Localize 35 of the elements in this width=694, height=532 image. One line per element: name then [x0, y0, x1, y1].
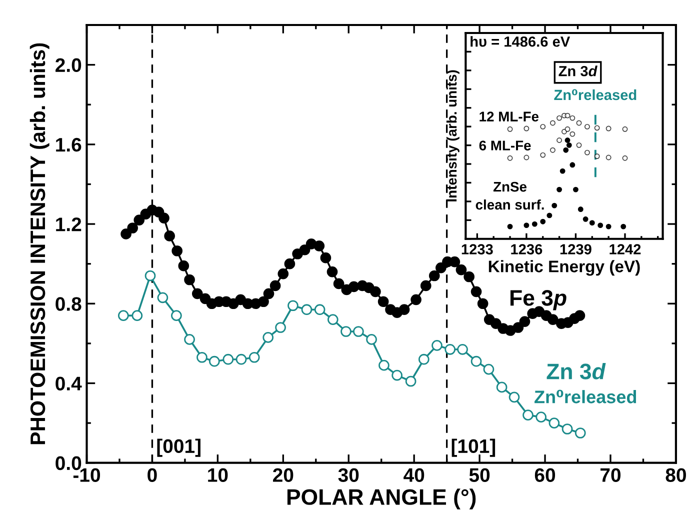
x-tick-label: 60 — [534, 468, 556, 482]
x-tick-label: 80 — [666, 468, 686, 482]
y-tick-label: 0.0 — [56, 456, 82, 470]
x-axis-title: Kinetic Energy (eV) — [488, 260, 640, 276]
y-axis-title: Intensity (arb. units) — [446, 70, 460, 202]
x-axis-title: POLAR ANGLE (°) — [287, 488, 476, 510]
y-axis-title: PHOTOEMISSION INTENSITY (arb. units) — [30, 43, 50, 444]
y-tick-label: 1.6 — [56, 138, 82, 152]
annotation: hυ = 1486.6 eV — [470, 36, 570, 47]
x-tick-label: 1233 — [462, 244, 493, 254]
series-label: Fe 3p — [510, 290, 566, 310]
x-tick-label: 70 — [600, 468, 621, 482]
legend-label: ZnSe clean surf. — [476, 182, 544, 210]
annotation: [101] — [452, 438, 496, 457]
x-tick-label: 30 — [338, 468, 359, 482]
x-tick-label: 0 — [148, 468, 157, 482]
x-tick-label: 1239 — [560, 244, 592, 254]
y-tick-label: 2.0 — [56, 58, 82, 72]
y-tick-label: 0.4 — [56, 376, 82, 390]
x-tick-label: 40 — [404, 468, 424, 482]
annotation: Zn 3d — [558, 66, 598, 76]
legend-label: 6 ML-Fe — [479, 140, 531, 150]
ref-line-label: Zn⁰released — [554, 89, 636, 100]
y-tick-label: 0.8 — [56, 297, 82, 311]
x-tick-label: 50 — [469, 468, 490, 482]
legend-label: 12 ML-Fe — [480, 112, 539, 122]
x-tick-label: 10 — [208, 468, 228, 482]
x-tick-label: -10 — [73, 468, 100, 482]
annotation: [001] — [157, 438, 200, 457]
series-label: Zn 3d — [546, 363, 606, 380]
x-tick-label: 1242 — [610, 244, 641, 254]
annotation: Zn⁰released — [534, 390, 636, 404]
x-tick-label: 20 — [273, 468, 294, 482]
x-tick-label: 1236 — [511, 244, 542, 254]
y-tick-label: 1.2 — [56, 217, 82, 232]
